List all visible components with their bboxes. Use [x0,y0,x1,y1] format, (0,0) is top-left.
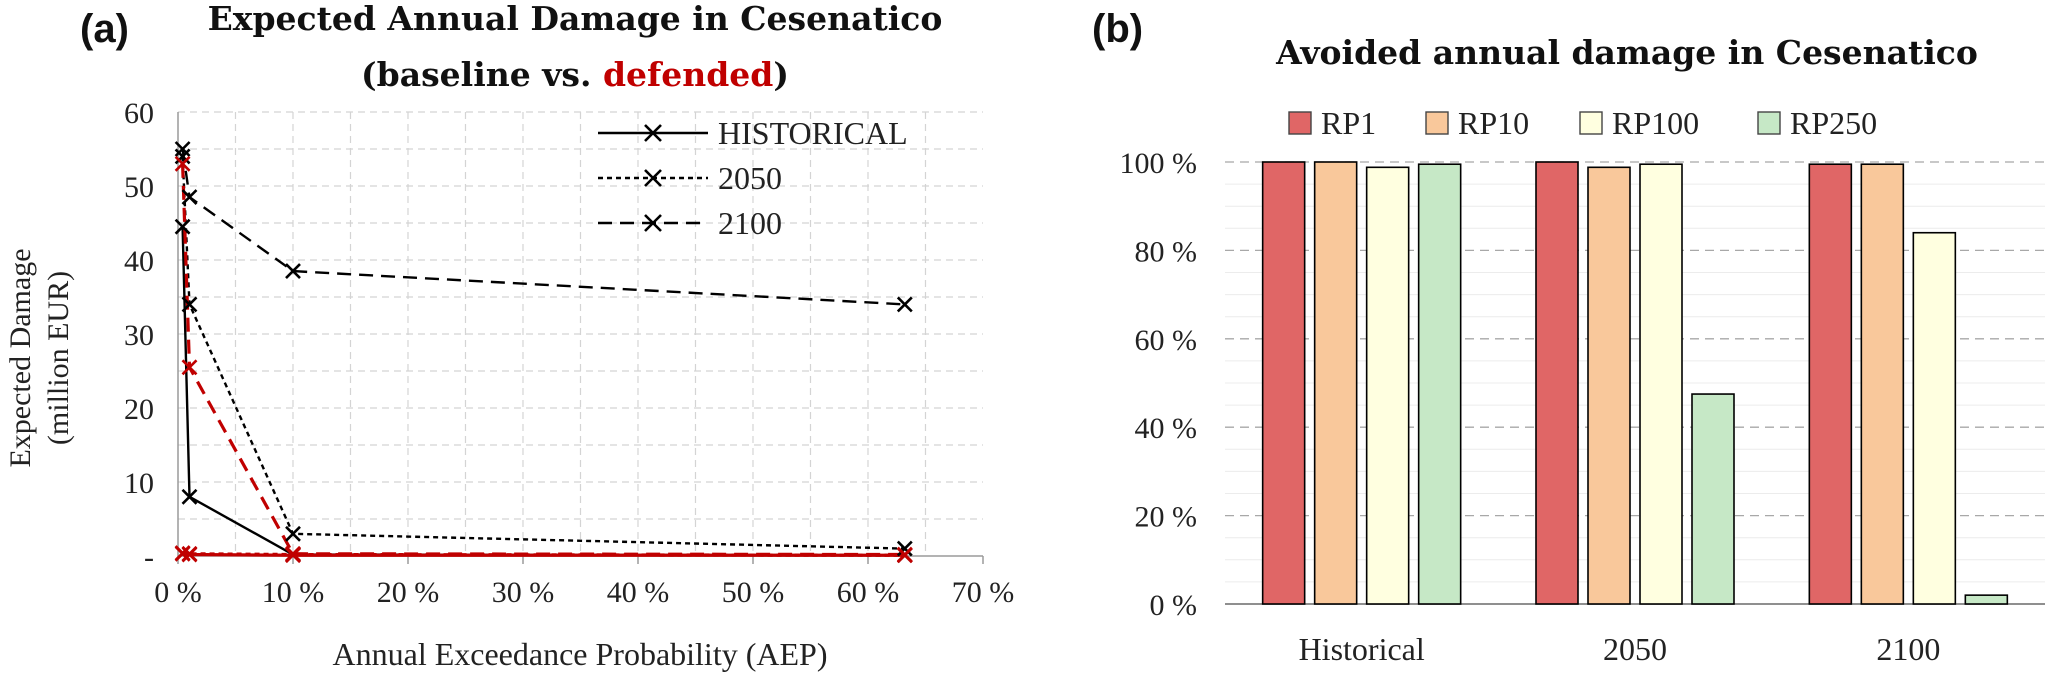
bar [1417,163,1462,605]
y-tick-label: 0 % [1150,589,1198,622]
series-line [181,163,905,557]
data-point [174,218,191,235]
data-point [896,546,913,563]
data-point [285,525,301,542]
legend-swatch [1579,111,1603,135]
legend-swatch [1757,111,1781,135]
legend-label: RP10 [1458,105,1529,141]
panel-label-a: (a) [80,7,129,51]
data-point [174,141,191,157]
data-point [181,296,198,313]
data-point [896,540,913,557]
chart-a-ylabel-line1: Expected Damage [4,248,37,467]
legend-label: HISTORICAL [718,115,908,151]
y-tick-label: - [144,541,154,574]
chart-a-xlabel: Annual Exceedance Probability (AEP) [333,636,828,672]
bar [1587,166,1631,605]
data-point [181,359,198,376]
series-line [182,551,905,557]
bar [1860,163,1905,605]
chart-a-title-line2-prefix: (baseline vs. [361,55,603,94]
bar [1535,161,1579,605]
x-tick-label: 10 % [262,576,325,609]
series-line [181,148,905,306]
x-tick-label: 70 % [952,576,1015,609]
legend-label: RP250 [1790,105,1877,141]
series-line [181,226,905,557]
x-category-label: Historical [1299,631,1425,667]
data-point [181,545,198,562]
x-category-label: 2100 [1876,631,1940,667]
chart-a-title-line2-suffix: ) [773,55,789,94]
chart-a-title-highlight: defended [603,55,773,94]
chart-a-plot: 0 % 10 % 20 % 30 % 40 % 50 % 60 % 70 % - 10 20 30 40… [124,97,1014,609]
x-tick-label: 40 % [607,576,670,609]
legend-label: RP100 [1612,105,1699,141]
y-tick-label: 40 [124,245,154,278]
series-line [181,156,905,550]
y-tick-label: 40 % [1135,412,1198,445]
data-point [181,189,198,206]
y-tick-label: 30 [124,319,154,352]
legend-label: 2100 [718,205,782,241]
y-tick-label: 60 % [1135,324,1198,357]
chart-b-title: Avoided annual damage in Cesenatico [1275,33,1978,72]
data-point [174,155,191,172]
y-tick-label: 50 [124,171,154,204]
y-tick-label: 20 [124,393,154,426]
legend-swatch [1288,111,1312,135]
bar [1691,393,1735,605]
bar [1912,231,1957,605]
bar [1808,163,1853,605]
data-point [896,296,913,313]
legend-marker [644,124,662,142]
bar [1261,161,1306,605]
data-point [174,148,191,165]
y-tick-label: 60 [124,97,154,130]
data-point [285,263,301,280]
legend-marker [644,214,662,232]
y-tick-label: 10 [124,467,154,500]
chart-a-ylabel-line2: (million EUR) [42,271,75,445]
data-point [181,488,198,505]
legend-marker [644,169,662,187]
chart-b-plot: 0 % 20 % 40 % 60 % 80 % 100 % Historical 2050 21… [1120,105,2045,667]
x-tick-label: 60 % [837,576,900,609]
x-tick-label: 20 % [377,576,440,609]
y-tick-label: 80 % [1135,235,1198,268]
chart-a-title-line1: Expected Annual Damage in Cesenatico [208,0,943,38]
x-tick-label: 0 % [154,576,202,609]
x-tick-label: 30 % [492,576,555,609]
legend-label: RP1 [1321,105,1376,141]
y-tick-label: 20 % [1135,501,1198,534]
legend-label: 2050 [718,160,782,196]
bar [1365,166,1410,605]
chart-a-title-line2: (baseline vs. defended) [361,55,789,94]
panel-label-b: (b) [1092,7,1143,51]
bar [1639,163,1683,605]
y-tick-label: 100 % [1120,147,1198,180]
bar [1964,594,2009,605]
bar [1313,161,1358,605]
data-point [285,545,301,562]
x-tick-label: 50 % [722,576,785,609]
x-category-label: 2050 [1603,631,1667,667]
legend-swatch [1425,111,1449,135]
